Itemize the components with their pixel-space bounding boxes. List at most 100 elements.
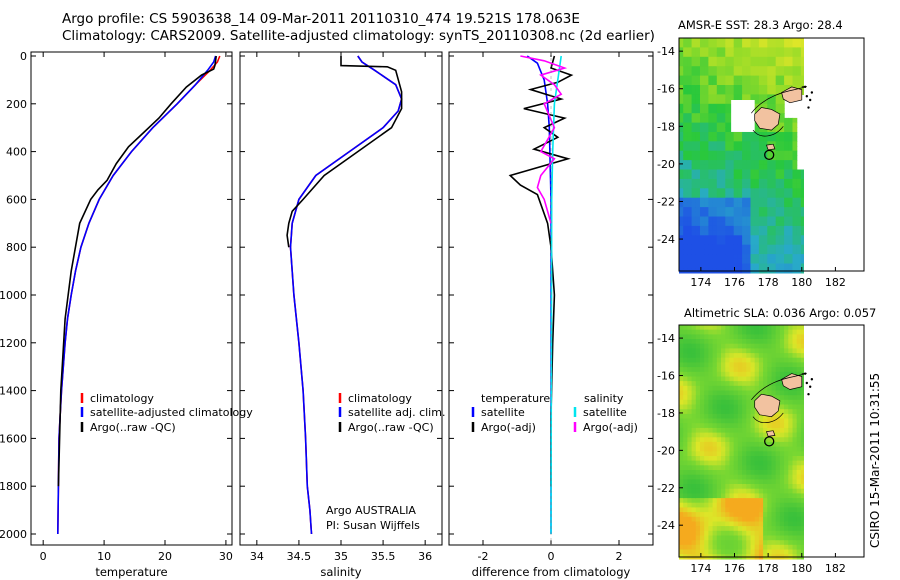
sla-cell [695, 456, 701, 462]
sla-cell [754, 334, 760, 340]
sla-cell [796, 390, 802, 396]
sla-cell [742, 549, 747, 555]
sla-cell [771, 362, 777, 368]
sla-cell [733, 376, 739, 382]
sla-cell [683, 516, 688, 523]
sla-cell [679, 502, 684, 508]
sst-cell [683, 150, 688, 156]
sst-cell [779, 207, 785, 213]
sst-cell [788, 221, 794, 227]
sst-cell [687, 221, 693, 227]
sla-cell [775, 362, 781, 368]
sla-cell [708, 399, 714, 406]
sst-cell [800, 244, 804, 250]
sla-cell [725, 339, 731, 345]
sst-cell [708, 94, 714, 100]
sla-cell [725, 348, 731, 354]
sst-cell [704, 235, 709, 241]
sla-cell [708, 409, 714, 415]
sst-cell [767, 169, 773, 175]
sst-cell [725, 202, 731, 208]
sst-cell [737, 197, 743, 203]
sst-cell [733, 240, 739, 246]
sla-cell [679, 343, 684, 349]
sla-cell [683, 409, 688, 415]
sla-cell [742, 437, 747, 443]
sla-cell [771, 460, 777, 466]
sla-cell [746, 362, 752, 368]
sla-cell [784, 362, 789, 368]
sla-cell [716, 437, 722, 443]
sla-cell [742, 353, 747, 359]
sla-cell [704, 376, 709, 382]
sst-cell [775, 89, 781, 95]
sla-cell [700, 390, 705, 396]
sst-cell [792, 38, 798, 44]
sla-cell [716, 409, 722, 415]
sst-cell [679, 146, 684, 152]
sla-cell [779, 357, 785, 363]
sla-cell [687, 381, 693, 387]
sst-cell [704, 249, 709, 255]
sst-cell [687, 122, 693, 128]
sla-cell [754, 470, 760, 476]
sla-cell [679, 437, 684, 443]
sla-cell [792, 502, 798, 508]
sst-cell [716, 70, 722, 77]
sla-cell [725, 484, 731, 490]
sla-cell [746, 409, 752, 415]
sla-cell [729, 357, 735, 363]
sla-cell [792, 465, 798, 471]
sla-cell [729, 348, 735, 354]
sst-cell [695, 249, 701, 255]
sst-cell [712, 263, 718, 269]
sst-cell [754, 150, 760, 156]
sst-cell [695, 160, 701, 166]
sst-cell [788, 263, 794, 269]
sst-cell [788, 164, 794, 171]
sst-cell [767, 235, 773, 241]
sst-cell [729, 178, 735, 185]
sst-cell [763, 132, 768, 138]
sla-cell [788, 460, 794, 466]
sst-cell [716, 38, 722, 44]
sst-cell [725, 141, 731, 147]
sst-cell [771, 211, 777, 218]
sst-cell [796, 240, 802, 246]
sla-cell [687, 451, 693, 457]
sst-cell [775, 99, 781, 105]
sst-cell [691, 80, 697, 86]
sla-cell [767, 498, 773, 504]
sla-cell [767, 390, 773, 396]
sla-cell [779, 427, 785, 434]
sst-cell [746, 249, 752, 255]
sst-cell [721, 56, 726, 63]
sst-cell [716, 249, 722, 255]
sst-cell [758, 132, 764, 138]
sst-cell [691, 174, 697, 180]
sst-cell [704, 136, 709, 142]
sst-cell [700, 132, 705, 138]
sla-cell [788, 516, 794, 523]
sst-cell [700, 193, 705, 199]
sst-cell [792, 240, 798, 246]
sla-cell [687, 334, 693, 340]
sla-cell [704, 395, 709, 401]
diff-legend-temp-satellite-label: satellite [481, 406, 525, 419]
sst-cell [737, 80, 743, 86]
sst-cell [733, 38, 739, 44]
temp-xtick-label: 30 [219, 550, 233, 563]
sla-cell [754, 432, 760, 438]
sla-cell [775, 470, 781, 476]
sst-cell [763, 244, 768, 250]
sla-cell [695, 540, 701, 546]
sla-cell [691, 441, 697, 448]
sla-cell [704, 390, 709, 396]
sla-cell [679, 432, 684, 438]
sla-cell [796, 526, 802, 532]
sla-cell [754, 348, 760, 354]
sst-cell [708, 99, 714, 105]
sst-cell [712, 211, 718, 218]
sst-cell [792, 155, 798, 161]
sst-cell [708, 150, 714, 156]
